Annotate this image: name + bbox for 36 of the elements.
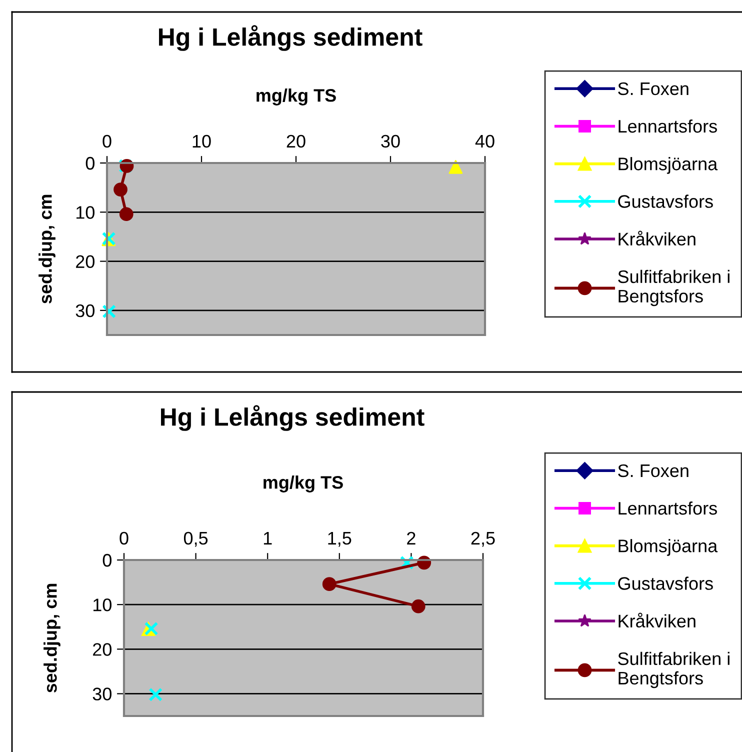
legend-label: Lennartsfors: [618, 119, 717, 133]
y-axis-title: sed.djup, cm: [38, 194, 56, 304]
x-axis-title: mg/kg TS: [256, 88, 336, 106]
y-tick-label: 0: [102, 554, 112, 567]
chart-title: Hg i Lelångs sediment: [159, 25, 422, 51]
legend-label: Lennartsfors: [618, 501, 717, 515]
x-tick-label: 2,5: [471, 532, 495, 547]
legend-label: Sulfitfabriken i Bengtsfors: [618, 652, 730, 688]
x-tick-label: 40: [475, 134, 494, 148]
y-tick-label: 0: [86, 156, 94, 170]
legend-label: Sulfitfabriken i Bengtsfors: [618, 270, 730, 306]
y-tick-label: 30: [76, 304, 94, 318]
y-tick-label: 20: [93, 643, 112, 656]
x-tick-label: 0: [120, 532, 128, 545]
x-tick-label: 30: [381, 134, 400, 148]
y-axis-title: sed.djup, cm: [44, 584, 60, 693]
legend-label: S. Foxen: [618, 82, 688, 96]
legend-label: Gustavsfors: [618, 194, 713, 208]
legend-label: S. Foxen: [618, 464, 688, 478]
legend-label: Gustavsfors: [618, 576, 713, 590]
x-tick-label: 2: [407, 532, 416, 544]
x-tick-label: 20: [286, 134, 306, 148]
y-tick-label: 20: [76, 255, 94, 268]
legend-label: Blomsjöarna: [618, 157, 718, 174]
x-tick-label: 1,5: [328, 532, 352, 547]
x-tick-label: 1: [264, 532, 272, 544]
legend-label: Blomsjöarna: [618, 539, 718, 556]
y-tick-label: 10: [93, 598, 112, 612]
y-tick-label: 30: [92, 688, 112, 700]
y-tick-label: 10: [76, 206, 94, 219]
legend-label: Kråkviken: [618, 230, 696, 246]
legend-label: Kråkviken: [618, 612, 696, 628]
chart-title: Hg i Lelångs sediment: [161, 405, 424, 431]
x-axis-title: mg/kg TS: [264, 476, 343, 492]
x-tick-label: 0,5: [184, 532, 208, 547]
x-tick-label: 10: [192, 134, 211, 148]
